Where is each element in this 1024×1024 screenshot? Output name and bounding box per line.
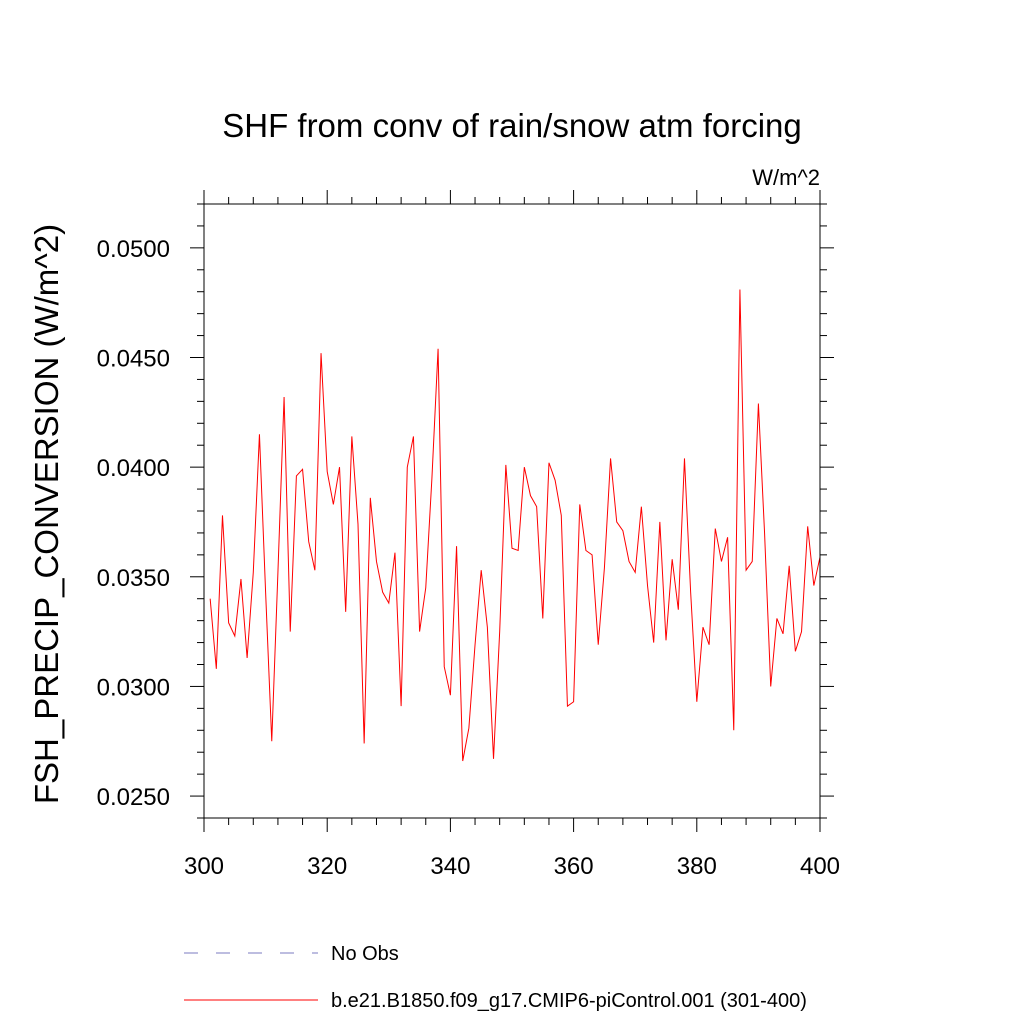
y-tick-label: 0.0450 — [97, 346, 170, 373]
legend: No Obs b.e21.B1850.f09_g17.CMIP6-piContr… — [184, 943, 807, 1012]
series-layer — [209, 289, 821, 762]
axis-ticks — [190, 190, 834, 832]
x-tick-label: 300 — [184, 853, 224, 880]
series-line — [209, 289, 821, 762]
legend-label-no-obs: No Obs — [331, 943, 399, 965]
chart-title: SHF from conv of rain/snow atm forcing — [222, 107, 802, 144]
legend-label-piControl: b.e21.B1850.f09_g17.CMIP6-piControl.001 … — [331, 990, 807, 1012]
x-tick-label: 400 — [800, 853, 840, 880]
x-tick-label: 340 — [430, 853, 470, 880]
tick-labels: 300 320 340 360 380 400 0.0250 0.0300 0.0350 0.04… — [97, 236, 840, 880]
y-tick-label: 0.0500 — [97, 236, 170, 263]
x-tick-label: 380 — [677, 853, 717, 880]
x-tick-label: 360 — [554, 853, 594, 880]
x-tick-label: 320 — [307, 853, 347, 880]
units-label: W/m^2 — [752, 165, 820, 190]
y-tick-label: 0.0250 — [97, 784, 170, 811]
y-tick-label: 0.0350 — [97, 565, 170, 592]
plot-frame — [203, 203, 821, 819]
y-tick-label: 0.0400 — [97, 455, 170, 482]
y-axis-label: FSH_PRECIP_CONVERSION (W/m^2) — [28, 224, 65, 804]
y-tick-label: 0.0300 — [97, 674, 170, 701]
